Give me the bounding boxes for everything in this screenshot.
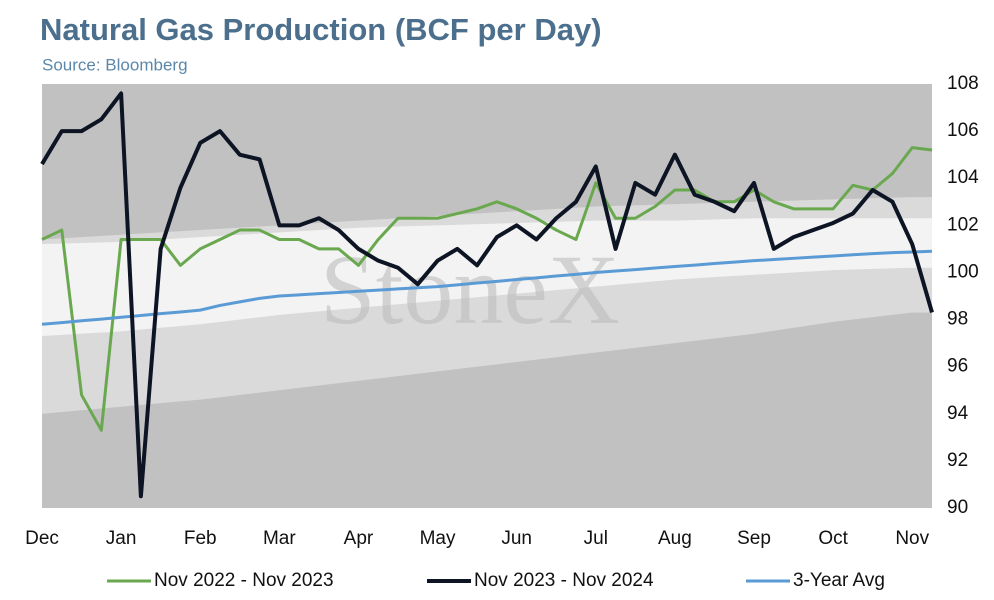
y-tick-label: 98: [947, 309, 968, 330]
series-line: [41, 146, 933, 432]
y-tick-label: 94: [947, 403, 969, 424]
x-tick-label: Aug: [658, 528, 692, 549]
x-tick-label: May: [420, 528, 456, 549]
x-tick-label: Sep: [737, 528, 771, 549]
legend-label: Nov 2022 - Nov 2023: [154, 570, 334, 591]
y-tick-label: 92: [947, 450, 968, 471]
x-tick-label: Oct: [818, 528, 848, 549]
legend-label: 3-Year Avg: [793, 570, 885, 591]
chart-subtitle: Source: Bloomberg: [42, 55, 188, 74]
y-tick-label: 100: [947, 261, 979, 282]
x-tick-label: Jun: [501, 528, 532, 549]
y-tick-label: 108: [947, 73, 979, 94]
legend-label: Nov 2023 - Nov 2024: [474, 570, 654, 591]
y-tick-label: 104: [947, 167, 979, 188]
y-tick-label: 90: [947, 497, 968, 518]
y-tick-label: 96: [947, 356, 968, 377]
range-band: [42, 218, 932, 337]
series-line: [41, 249, 933, 326]
x-tick-label: Jul: [584, 528, 608, 549]
x-tick-label: Mar: [263, 528, 296, 549]
y-tick-label: 106: [947, 120, 979, 141]
x-tick-label: Dec: [25, 528, 59, 549]
y-tick-label: 102: [947, 214, 979, 235]
x-tick-label: Jan: [106, 528, 137, 549]
x-tick-label: Nov: [895, 528, 929, 549]
series-line: [40, 91, 934, 499]
chart-title: Natural Gas Production (BCF per Day): [40, 12, 602, 47]
x-tick-label: Apr: [344, 528, 374, 549]
x-tick-label: Feb: [184, 528, 217, 549]
